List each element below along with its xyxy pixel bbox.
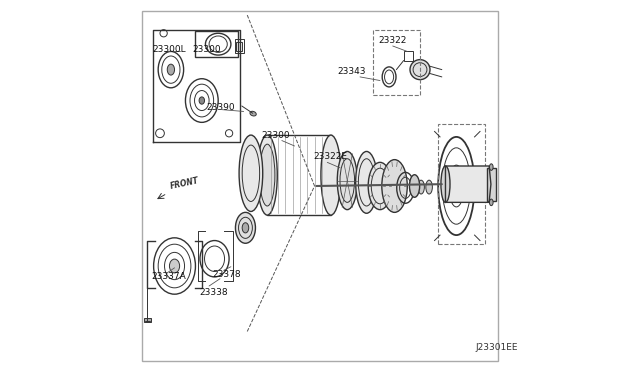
Bar xyxy=(234,39,244,53)
Text: 23322E: 23322E xyxy=(314,153,348,161)
Ellipse shape xyxy=(356,151,378,213)
Text: FRONT: FRONT xyxy=(169,177,200,192)
Ellipse shape xyxy=(490,199,493,206)
Text: 23378: 23378 xyxy=(212,269,241,279)
Ellipse shape xyxy=(418,180,424,194)
Ellipse shape xyxy=(490,164,493,170)
Ellipse shape xyxy=(199,97,205,104)
Text: 23337A: 23337A xyxy=(151,272,186,281)
Ellipse shape xyxy=(410,180,416,194)
Ellipse shape xyxy=(250,111,256,116)
Ellipse shape xyxy=(239,135,263,211)
Ellipse shape xyxy=(167,64,175,75)
Text: 23338: 23338 xyxy=(199,288,228,297)
Ellipse shape xyxy=(368,162,392,210)
Bar xyxy=(404,51,413,61)
Text: J23301EE: J23301EE xyxy=(476,343,518,352)
Polygon shape xyxy=(445,166,491,202)
Ellipse shape xyxy=(170,259,180,273)
Ellipse shape xyxy=(452,175,460,197)
Text: 23343: 23343 xyxy=(337,67,366,76)
Text: 23300: 23300 xyxy=(193,45,221,54)
Text: 23300: 23300 xyxy=(262,131,291,140)
Bar xyxy=(236,42,242,51)
Bar xyxy=(268,135,331,215)
Ellipse shape xyxy=(426,180,433,194)
Ellipse shape xyxy=(236,212,255,243)
Text: 23300L: 23300L xyxy=(152,45,186,54)
Text: 23390: 23390 xyxy=(207,103,235,112)
Text: 23322: 23322 xyxy=(378,36,406,45)
Ellipse shape xyxy=(441,166,450,202)
Ellipse shape xyxy=(321,135,341,215)
Bar xyxy=(195,32,238,57)
Ellipse shape xyxy=(410,175,420,197)
Ellipse shape xyxy=(382,160,407,212)
FancyBboxPatch shape xyxy=(142,12,498,360)
Ellipse shape xyxy=(410,60,430,80)
Ellipse shape xyxy=(242,223,249,233)
Ellipse shape xyxy=(337,151,357,210)
Bar xyxy=(144,318,150,323)
Ellipse shape xyxy=(257,135,277,215)
Bar xyxy=(486,168,495,201)
Ellipse shape xyxy=(260,144,275,206)
